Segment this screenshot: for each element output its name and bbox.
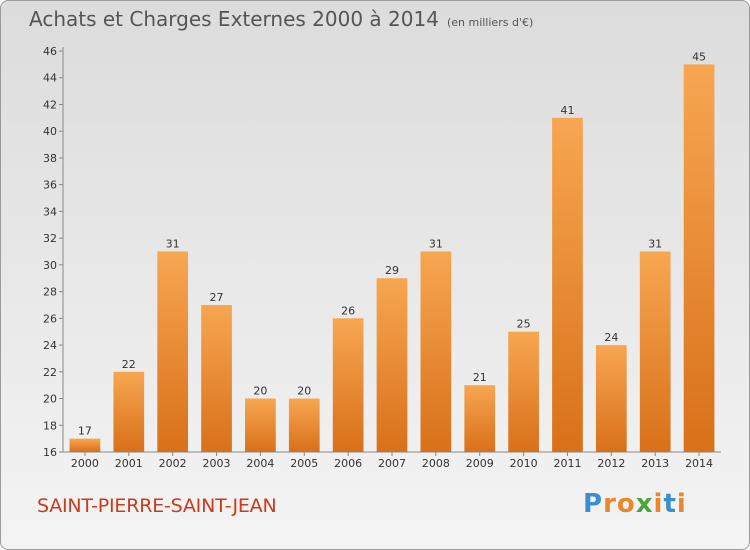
- x-tick-label-2014: 2014: [685, 457, 713, 470]
- logo-letter: t: [663, 489, 677, 519]
- logo-letter: x: [635, 489, 654, 519]
- y-tick-label: 34: [43, 205, 57, 218]
- x-tick-label-2005: 2005: [290, 457, 318, 470]
- x-tick-label-2010: 2010: [510, 457, 538, 470]
- value-label-2007: 29: [385, 264, 399, 277]
- value-label-2000: 17: [78, 425, 92, 438]
- y-tick-label: 46: [43, 45, 57, 58]
- bar-2007: [376, 278, 408, 452]
- x-tick-label-2000: 2000: [71, 457, 99, 470]
- bar-2009: [464, 385, 496, 452]
- y-tick-label: 28: [43, 286, 57, 299]
- chart-title-text: Achats et Charges Externes 2000 à 2014: [29, 7, 439, 31]
- logo-letter: i: [676, 489, 687, 519]
- proxiti-logo[interactable]: Proxiti: [583, 489, 687, 519]
- value-label-2013: 31: [648, 238, 662, 251]
- logo-letter: P: [583, 489, 604, 519]
- x-tick-label-2009: 2009: [466, 457, 494, 470]
- value-label-2006: 26: [341, 304, 355, 317]
- bar-2010: [508, 331, 539, 452]
- x-tick-label-2006: 2006: [334, 457, 362, 470]
- y-tick-label: 18: [43, 419, 57, 432]
- y-tick-label: 38: [43, 152, 57, 165]
- x-tick-label-2011: 2011: [553, 457, 581, 470]
- x-tick-label-2004: 2004: [246, 457, 274, 470]
- x-tick-label-2003: 2003: [203, 457, 231, 470]
- y-tick-label: 22: [43, 366, 57, 379]
- y-tick-label: 40: [43, 125, 57, 138]
- value-label-2004: 20: [253, 385, 267, 398]
- bar-2004: [245, 398, 276, 452]
- y-tick-label: 30: [43, 259, 57, 272]
- bar-2002: [157, 251, 189, 452]
- y-tick-label: 20: [43, 393, 57, 406]
- y-tick-label: 36: [43, 179, 57, 192]
- y-tick-label: 26: [43, 312, 57, 325]
- bar-2000: [69, 438, 101, 452]
- value-label-2010: 25: [517, 318, 531, 331]
- y-tick-label: 32: [43, 232, 57, 245]
- chart-title: Achats et Charges Externes 2000 à 2014 (e…: [29, 7, 533, 31]
- chart-subtitle: (en milliers d'€): [446, 16, 534, 29]
- bar-2008: [420, 251, 452, 452]
- x-tick-label-2008: 2008: [422, 457, 450, 470]
- y-tick-label: 42: [43, 98, 57, 111]
- value-label-2001: 22: [122, 358, 136, 371]
- value-label-2002: 31: [166, 238, 180, 251]
- bar-2014: [683, 64, 715, 452]
- value-label-2012: 24: [604, 331, 618, 344]
- x-tick-label-2002: 2002: [159, 457, 187, 470]
- bar-2001: [113, 371, 145, 452]
- logo-letter: o: [616, 489, 636, 519]
- bar-2006: [332, 318, 364, 452]
- commune-name: SAINT-PIERRE-SAINT-JEAN: [37, 495, 277, 517]
- logo-letter: r: [603, 489, 617, 519]
- bar-2012: [595, 345, 627, 452]
- x-tick-label-2013: 2013: [641, 457, 669, 470]
- bar-2003: [201, 304, 232, 452]
- value-label-2009: 21: [473, 371, 487, 384]
- bar-2005: [288, 398, 320, 452]
- value-label-2003: 27: [210, 291, 224, 304]
- y-tick-label: 16: [43, 446, 57, 459]
- value-label-2014: 45: [692, 50, 706, 63]
- value-label-2005: 20: [297, 385, 311, 398]
- value-label-2011: 41: [560, 104, 574, 117]
- logo-letter: i: [653, 489, 664, 519]
- x-tick-label-2007: 2007: [378, 457, 406, 470]
- value-label-2008: 31: [429, 238, 443, 251]
- y-tick-label: 24: [43, 339, 57, 352]
- bar-2011: [552, 117, 583, 452]
- y-tick-label: 44: [43, 72, 57, 85]
- x-tick-label-2001: 2001: [115, 457, 143, 470]
- bar-2013: [639, 251, 671, 452]
- x-tick-label-2012: 2012: [597, 457, 625, 470]
